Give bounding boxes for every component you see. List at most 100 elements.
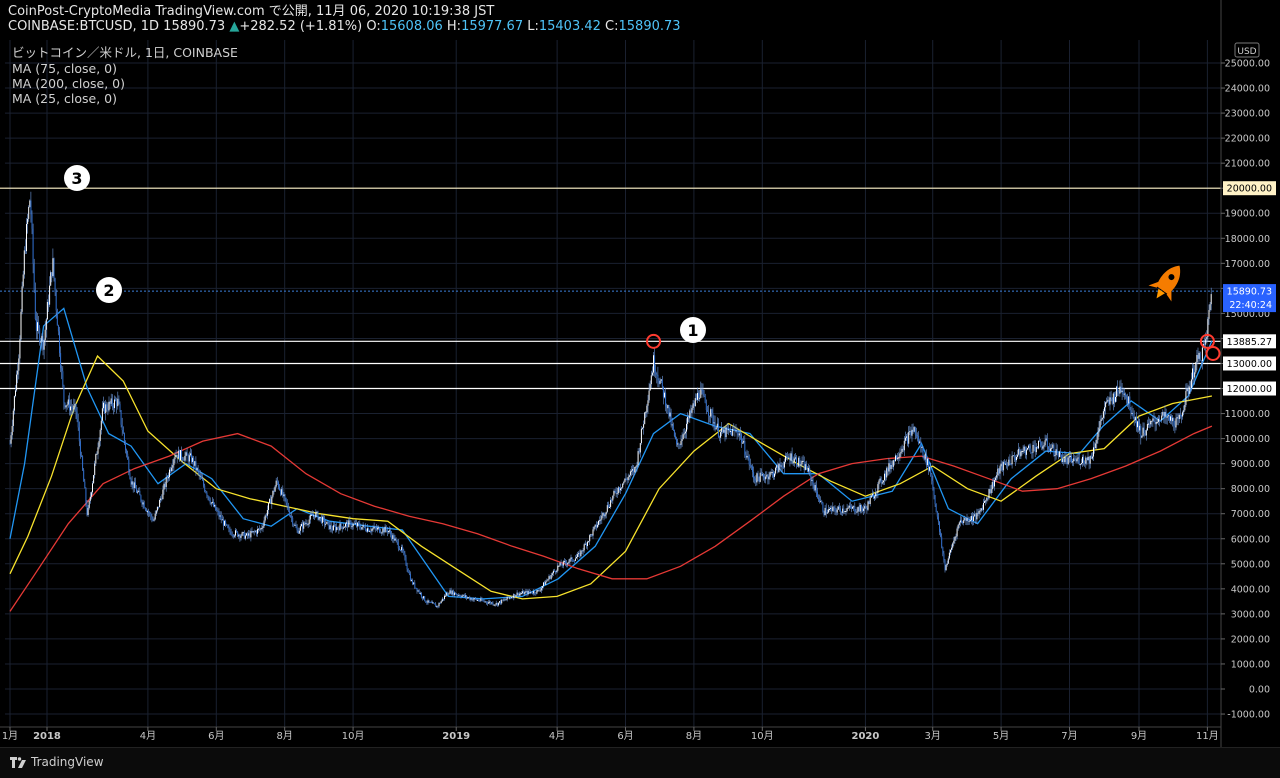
candle-body: [130, 478, 132, 485]
candle-body: [272, 490, 274, 497]
candle-body: [23, 250, 25, 275]
candle-body: [477, 599, 478, 601]
candle-body: [995, 477, 997, 481]
candle-body: [56, 310, 58, 326]
ma-line: [9, 307, 1213, 600]
candle-body: [955, 536, 957, 538]
candle-body: [16, 374, 18, 391]
candle-body: [1011, 455, 1013, 465]
candle-body: [736, 430, 738, 434]
candle-body: [934, 495, 936, 505]
candle-body: [680, 441, 682, 445]
candle-body: [1117, 386, 1119, 392]
candle-body: [11, 425, 13, 436]
candle-body: [183, 459, 185, 461]
candle-body: [1194, 372, 1196, 378]
candle-body: [192, 457, 194, 462]
candle-body: [1002, 461, 1004, 471]
candle-body: [446, 592, 448, 596]
candle-body: [1020, 451, 1022, 457]
candle-body: [489, 601, 491, 603]
candle-body: [271, 496, 273, 504]
candle-body: [122, 430, 124, 434]
candle-body: [741, 434, 742, 443]
candle-body: [996, 475, 998, 478]
candle-body: [864, 506, 866, 509]
candle-body: [1040, 441, 1042, 446]
candle-body: [45, 319, 47, 330]
candle-body: [670, 412, 672, 425]
candle-body: [1201, 347, 1203, 362]
candle-body: [900, 451, 902, 454]
candle-body: [425, 600, 427, 603]
candle-body: [748, 456, 750, 465]
candle-body: [307, 524, 309, 526]
candle-body: [1072, 461, 1074, 463]
ma-line: [9, 425, 1213, 612]
candle-body: [1111, 398, 1113, 404]
candle-body: [687, 417, 689, 424]
candle-body: [826, 512, 828, 514]
candle-body: [869, 497, 871, 505]
candle-body: [259, 528, 261, 530]
candle-body: [951, 547, 953, 550]
chart-title[interactable]: ビットコイン／米ドル, 1日, COINBASE: [12, 45, 238, 60]
candle-body: [1149, 423, 1151, 425]
candle-body: [414, 582, 416, 588]
candle-body: [98, 441, 100, 448]
candle-body: [381, 532, 383, 534]
candle-body: [111, 398, 113, 406]
candle-body: [352, 523, 354, 527]
candle-body: [512, 597, 514, 599]
candle-body: [96, 453, 98, 455]
candle-body: [645, 412, 647, 414]
candle-body: [656, 374, 658, 376]
indicator-ma25[interactable]: MA (25, close, 0): [12, 91, 118, 106]
candle-body: [657, 374, 659, 380]
tradingview-logo[interactable]: TradingView: [10, 755, 104, 769]
candle-body: [394, 538, 396, 541]
candle-body: [427, 600, 429, 603]
candle-body: [213, 501, 214, 507]
candle-body: [409, 573, 411, 581]
candle-body: [957, 524, 959, 529]
candle-body: [1084, 461, 1086, 464]
candle-body: [517, 592, 519, 596]
candle-body: [862, 508, 863, 511]
candle-body: [918, 435, 920, 444]
candle-body: [70, 406, 71, 411]
candle-body: [105, 404, 107, 413]
candle-body: [1045, 438, 1047, 441]
candle-body: [1144, 432, 1146, 436]
candle-body: [504, 599, 506, 601]
candle-body: [1008, 459, 1010, 466]
candle-body: [131, 481, 133, 485]
candle-body: [354, 523, 356, 525]
indicator-ma75[interactable]: MA (75, close, 0): [12, 61, 118, 76]
candle-body: [720, 432, 722, 438]
candle-body: [1039, 440, 1041, 442]
x-tick-label: 9月: [1131, 730, 1147, 742]
candle-body: [1145, 430, 1147, 436]
price-chart[interactable]: USD -1000.00 0.00 1000.00 2000.00 3000.00 4000…: [0, 0, 1280, 747]
candle-body: [282, 489, 284, 497]
ma-line: [9, 354, 1213, 600]
candle-body: [255, 531, 257, 534]
candle-body: [35, 319, 37, 332]
candle-body: [954, 537, 956, 541]
y-tick-label: 8000.00: [1231, 484, 1270, 495]
indicator-ma200[interactable]: MA (200, close, 0): [12, 76, 125, 91]
candle-body: [1085, 457, 1087, 464]
candle-body: [469, 597, 471, 600]
candle-body: [974, 514, 976, 517]
candle-body: [1082, 456, 1083, 464]
candle-body: [1046, 438, 1048, 447]
candle-body: [917, 435, 918, 437]
candle-body: [125, 441, 126, 450]
candle-body: [408, 572, 410, 574]
candle-body: [693, 403, 695, 407]
candle-body: [378, 527, 379, 529]
candle-body: [1205, 339, 1207, 345]
candle-body: [1090, 456, 1092, 459]
candle-body: [224, 520, 225, 526]
